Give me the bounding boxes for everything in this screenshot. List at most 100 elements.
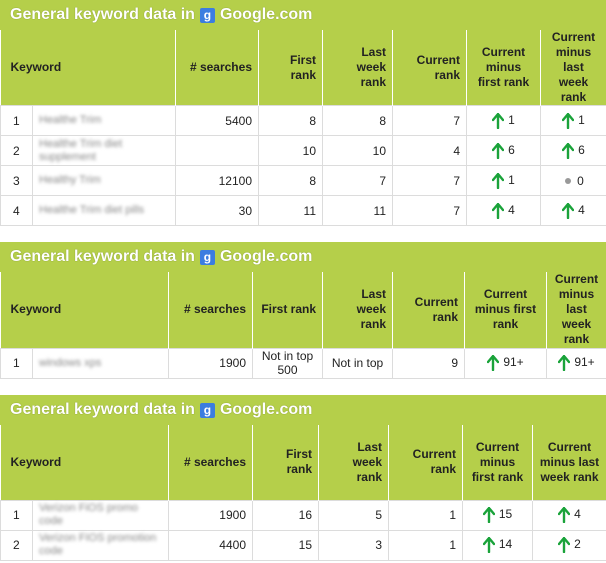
- cell-text: 11: [373, 203, 386, 218]
- keyword-table: Keyword # searches First rank Last week ran…: [0, 30, 606, 226]
- column-header: Last week rank: [318, 425, 389, 500]
- keyword-cell: Healthy Trim: [32, 165, 176, 196]
- cell: 4: [392, 135, 467, 166]
- header-row: Keyword # searches First rank Last week ran…: [0, 425, 606, 500]
- column-header: Current rank: [392, 30, 467, 106]
- cell-text: 91+: [503, 355, 524, 370]
- column-header: First rank: [252, 272, 323, 348]
- cell: 1: [0, 499, 33, 531]
- column-header: # searches: [175, 30, 259, 106]
- google-icon: g: [199, 7, 215, 23]
- cell-text: 15: [298, 538, 312, 552]
- no-change-dot: [565, 178, 572, 185]
- cell: 2: [532, 529, 606, 561]
- cell: 4: [0, 195, 33, 226]
- column-header: Keyword: [0, 272, 169, 348]
- cell-text: 11: [303, 203, 316, 218]
- data-row: 1 Verizon FiOS promo code 1900 16 5 1 15 4: [0, 499, 606, 531]
- cell-text: 8: [309, 173, 316, 188]
- column-header: Keyword: [0, 425, 169, 500]
- column-header: Current minus last week rank: [546, 272, 606, 348]
- up-arrow: [558, 354, 571, 372]
- cell: 7: [392, 105, 467, 136]
- up-arrow: [561, 142, 575, 159]
- keyword-table: Keyword # searches First rank Last week ran…: [0, 425, 606, 561]
- cell: 30: [175, 195, 259, 226]
- cell-text: 5400: [225, 113, 252, 128]
- title-text: General keyword data in: [10, 248, 195, 265]
- data-row: 4 Healthe Trim diet pills 30 11 11 7 4 4: [0, 195, 606, 226]
- cell-text: 0: [577, 173, 584, 188]
- column-header: # searches: [168, 425, 253, 500]
- keyword-cell: windows xps: [32, 347, 169, 379]
- column-header: Current minus first rank: [466, 30, 541, 106]
- cell-text: Healthe Trim diet supplement: [39, 137, 123, 163]
- cell: 1: [388, 499, 463, 531]
- cell: 8: [258, 165, 323, 196]
- cell-text: 4: [508, 202, 515, 217]
- header-row: Keyword # searches First rank Last week ran…: [0, 30, 606, 106]
- cell-text: 2: [574, 537, 581, 552]
- column-header: Last week rank: [322, 30, 393, 106]
- column-header: Keyword: [0, 30, 176, 106]
- up-arrow: [491, 202, 505, 219]
- cell: 1: [0, 347, 33, 379]
- cell: 1900: [168, 347, 253, 379]
- cell-text: 1: [449, 508, 456, 522]
- cell: 2: [0, 529, 33, 561]
- cell: 5: [318, 499, 389, 531]
- cell-text: 7: [379, 173, 386, 188]
- up-arrow: [561, 112, 575, 129]
- cell-text: 15: [498, 507, 513, 522]
- cell-text: 2: [13, 538, 20, 552]
- cell: 12100: [175, 165, 259, 196]
- cell-text: 30: [238, 203, 252, 218]
- data-row: 1 windows xps 1900 Not in top 500 Not in top…: [0, 347, 606, 379]
- cell: 2: [0, 135, 33, 166]
- cell: Not in top 500: [252, 347, 323, 379]
- keyword-cell: Healthe Trim diet pills: [32, 195, 176, 226]
- keyword-section: General keyword data in g Google.com Keywor…: [0, 395, 606, 561]
- column-header: First rank: [258, 30, 323, 106]
- cell-text: 16: [298, 508, 312, 522]
- cell: 7: [392, 195, 467, 226]
- header-row: Keyword # searches First rank Last week ran…: [0, 272, 606, 348]
- google-icon: g: [199, 249, 215, 265]
- up-arrow: [491, 112, 505, 129]
- keyword-table: Keyword # searches First rank Last week ran…: [0, 272, 606, 379]
- column-header: First rank: [252, 425, 319, 500]
- cell: 9: [392, 347, 465, 379]
- cell: 5400: [175, 105, 259, 136]
- up-arrow: [482, 506, 496, 524]
- cell: 15: [252, 529, 319, 561]
- data-row: 1 Healthe Trim 5400 8 8 7 1 1: [0, 105, 606, 136]
- cell-text: 4400: [219, 538, 246, 552]
- cell: 1: [0, 105, 33, 136]
- cell: 91+: [546, 347, 606, 379]
- cell: 4: [466, 195, 541, 226]
- section-title: General keyword data in g Google.com: [0, 395, 606, 425]
- cell-text: Not in top: [331, 356, 384, 370]
- cell: 8: [258, 105, 323, 136]
- cell-text: 1: [449, 538, 456, 552]
- cell: 14: [462, 529, 533, 561]
- cell: 7: [392, 165, 467, 196]
- cell-text: 7: [453, 113, 460, 128]
- cell-text: Healthe Trim: [39, 114, 102, 126]
- cell: 11: [258, 195, 323, 226]
- cell: 7: [322, 165, 393, 196]
- cell: 1: [540, 105, 606, 136]
- cell-text: 4: [574, 507, 581, 522]
- column-header: Current rank: [388, 425, 463, 500]
- keyword-section: General keyword data in g Google.com Keywor…: [0, 0, 606, 226]
- cell: 4: [532, 499, 606, 531]
- column-header: Current rank: [392, 272, 465, 348]
- up-arrow: [557, 506, 571, 524]
- cell-text: 8: [379, 113, 386, 128]
- section-title: General keyword data in g Google.com: [0, 242, 606, 272]
- cell-text: 1: [13, 508, 20, 522]
- cell-text: 3: [13, 173, 20, 188]
- up-arrow: [557, 536, 571, 554]
- cell-text: Healthy Trim: [39, 174, 101, 186]
